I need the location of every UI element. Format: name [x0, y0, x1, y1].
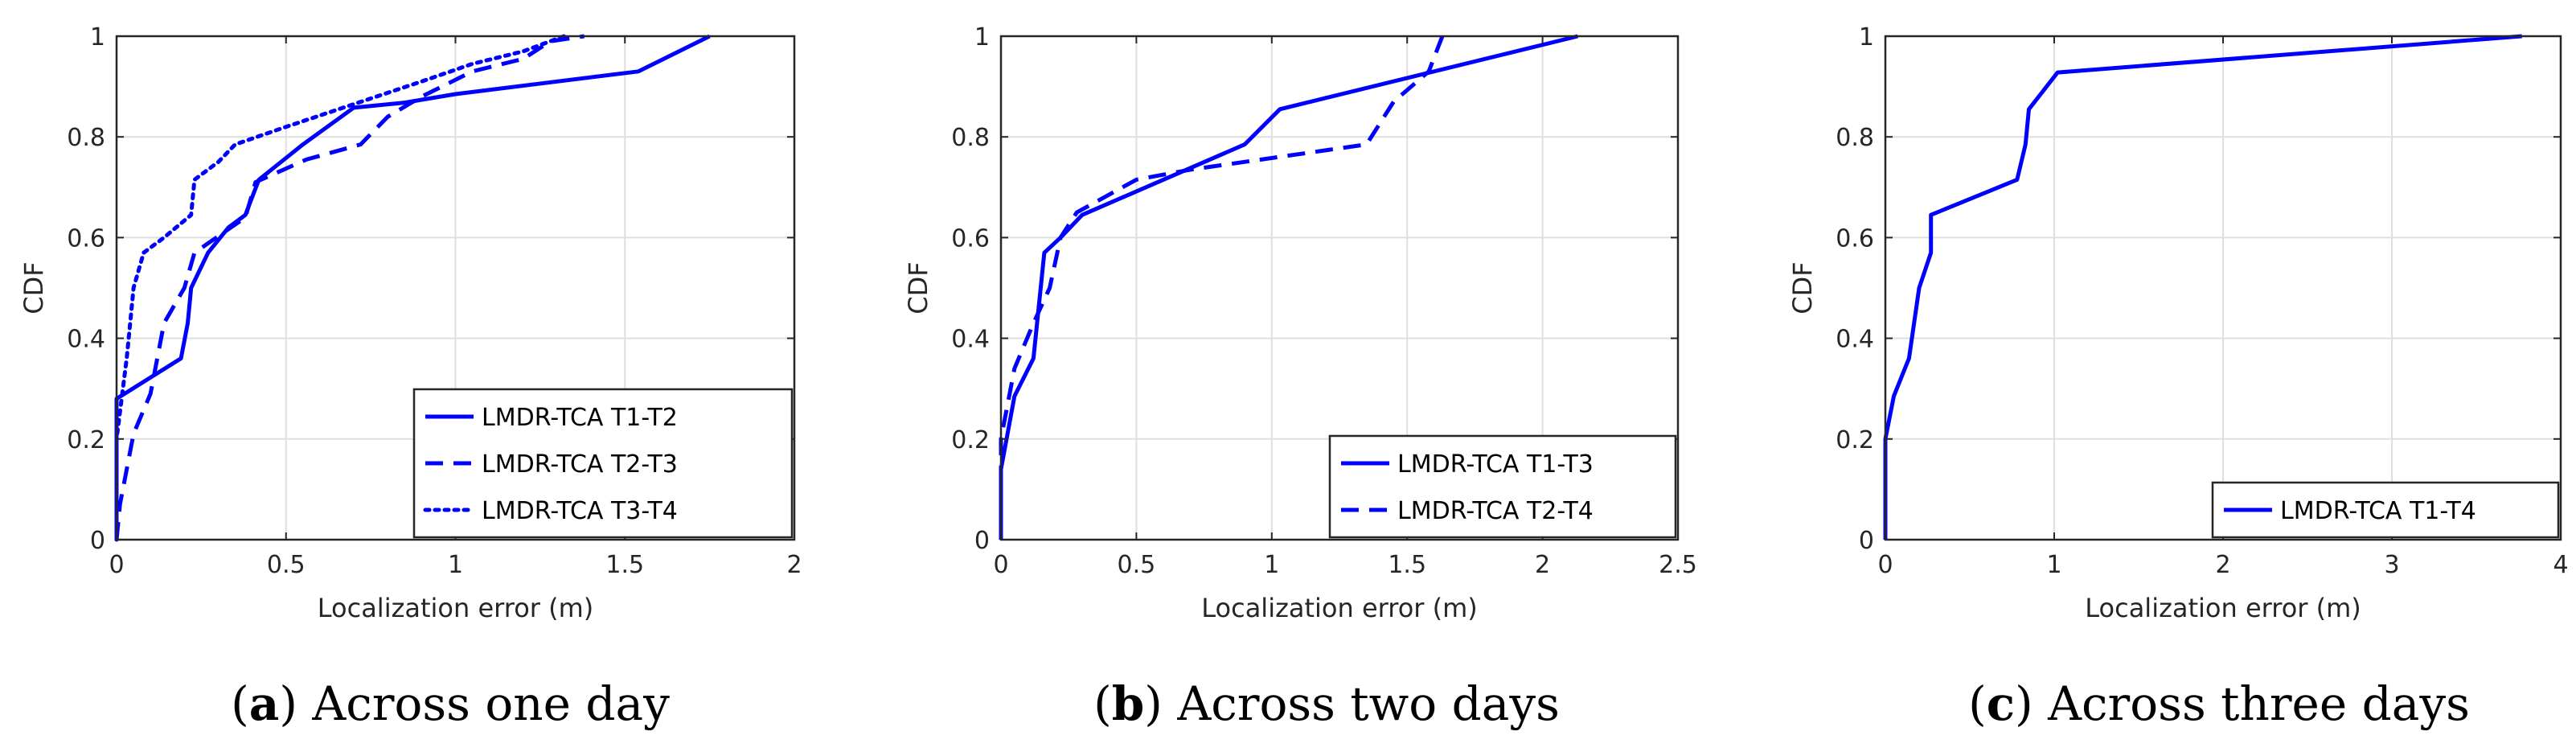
x-tick-label: 0.5: [1118, 551, 1156, 579]
x-tick-label: 0: [993, 551, 1008, 579]
y-axis-label: CDF: [18, 261, 49, 314]
series-line-lmdr-tca-t2-t3: [114, 34, 585, 540]
x-tick-label: 2.5: [1659, 551, 1697, 579]
legend-entry: LMDR-TCA T1-T3: [1397, 450, 1594, 479]
x-tick-label: 2: [786, 551, 802, 579]
y-tick-label: 0: [974, 527, 990, 555]
legend-box: [412, 388, 794, 539]
y-tick-label: 0.8: [1836, 124, 1874, 152]
legend: LMDR-TCA T1-T3 LMDR-TCA T2-T4: [1328, 434, 1677, 539]
y-tick-label: 0: [90, 527, 105, 555]
legend-entry: LMDR-TCA T3-T4: [482, 497, 678, 525]
y-tick-label: 0.2: [1836, 426, 1874, 454]
x-tick-label: 3: [2384, 551, 2399, 579]
series-line-lmdr-tca-t3-t4: [114, 34, 566, 542]
series-line-lmdr-tca-t2-t4: [999, 35, 1445, 540]
caption-letter: b: [1112, 676, 1145, 731]
y-tick-label: 0: [1859, 527, 1874, 555]
chart-panel-c: 0 1 2 3 4 0 0.2 0.4 0.6 0.8 1 Localization error (m…: [1787, 23, 2569, 731]
y-axis-label: CDF: [903, 261, 933, 314]
legend-entry: LMDR-TCA T2-T4: [1397, 497, 1594, 525]
caption-text: Across one day: [311, 676, 670, 731]
y-tick-label: 0.2: [951, 426, 990, 454]
x-tick-label: 1: [448, 551, 463, 579]
legend: LMDR-TCA T1-T4: [2211, 481, 2560, 539]
caption-letter: a: [249, 676, 280, 731]
x-tick-label: 4: [2553, 551, 2568, 579]
x-tick-label: 1: [1264, 551, 1279, 579]
y-tick-label: 0.6: [1836, 224, 1874, 253]
series-line-lmdr-tca-t1-t4: [1883, 34, 2522, 540]
y-tick-label: 0.6: [67, 224, 105, 253]
x-axis-label: Localization error (m): [318, 593, 593, 623]
axes-frame: [999, 35, 1680, 541]
x-tick-label: 0: [109, 551, 124, 579]
legend-entry: LMDR-TCA T1-T4: [2280, 497, 2476, 525]
x-tick-label: 1.5: [1388, 551, 1426, 579]
x-tick-label: 0: [1877, 551, 1893, 579]
y-tick-label: 1: [1859, 23, 1874, 51]
series-line-lmdr-tca-t1-t3: [999, 34, 1578, 540]
y-tick-label: 0.6: [951, 224, 990, 253]
legend-entry: LMDR-TCA T1-T2: [482, 404, 678, 432]
x-tick-label: 1: [2046, 551, 2061, 579]
x-tick-label: 2: [1535, 551, 1550, 579]
legend: LMDR-TCA T1-T2 LMDR-TCA T2-T3 LMDR-TCA T3-…: [412, 388, 794, 539]
y-tick-label: 0.4: [951, 326, 990, 354]
caption: (b) Across two days: [1093, 676, 1560, 731]
caption-letter: c: [1987, 676, 2015, 731]
legend-entry: LMDR-TCA T2-T3: [482, 450, 678, 479]
y-tick-label: 0.8: [67, 124, 105, 152]
y-tick-label: 0.8: [951, 124, 990, 152]
series-line-lmdr-tca-t1-t2: [114, 34, 711, 540]
legend-box: [1328, 434, 1677, 539]
y-tick-label: 0.2: [67, 426, 105, 454]
x-tick-label: 2: [2215, 551, 2230, 579]
y-tick-label: 0.4: [67, 326, 105, 354]
caption: (a) Across one day: [231, 676, 670, 731]
x-axis-label: Localization error (m): [2085, 593, 2361, 623]
caption-text: Across three days: [2047, 676, 2470, 731]
x-axis-label: Localization error (m): [1201, 593, 1477, 623]
chart-panel-b: 0 0.5 1 1.5 2 2.5 0 0.2 0.4 0.6 0.8 1 Localization e…: [903, 23, 1697, 731]
x-tick-label: 1.5: [605, 551, 644, 579]
y-axis-label: CDF: [1787, 261, 1818, 314]
x-tick-label: 0.5: [267, 551, 306, 579]
y-tick-label: 0.4: [1836, 326, 1874, 354]
caption: (c) Across three days: [1968, 676, 2470, 731]
y-tick-label: 1: [974, 23, 990, 51]
caption-text: Across two days: [1176, 676, 1560, 731]
chart-panel-a: 0 0.5 1 1.5 2 0 0.2 0.4 0.6 0.8 1 Localization erro…: [18, 23, 802, 731]
y-tick-label: 1: [90, 23, 105, 51]
